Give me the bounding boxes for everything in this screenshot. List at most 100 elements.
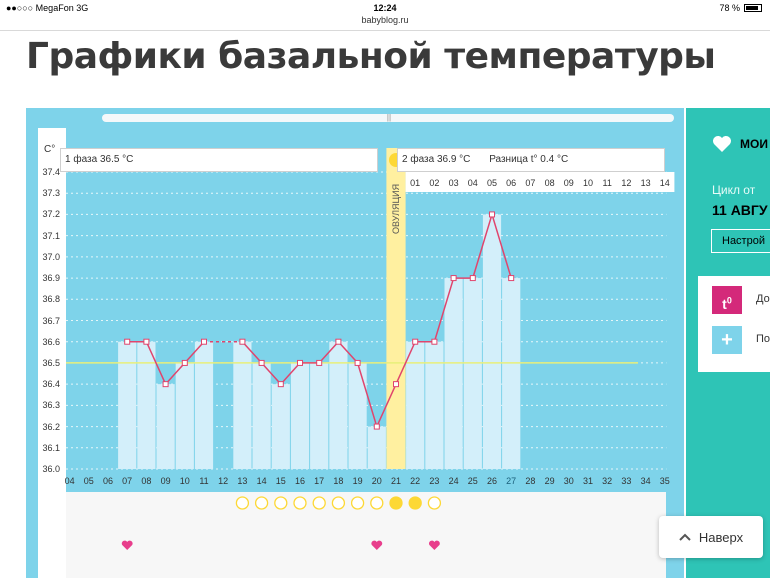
carrier-label: ●●○○○ MegaFon 3G xyxy=(6,3,89,13)
x-tick-label[interactable]: 21 xyxy=(390,476,402,486)
mood-circle xyxy=(389,496,403,510)
x-tick-label[interactable]: 30 xyxy=(563,476,574,486)
y-tick-label: 36.0 xyxy=(42,464,60,474)
x-tick-label[interactable]: 05 xyxy=(83,476,94,486)
cycle-day-label: 10 xyxy=(582,178,594,188)
cycle-day-label: 05 xyxy=(486,178,498,188)
add-entry-label[interactable]: По xyxy=(756,333,770,345)
chevron-up-icon xyxy=(679,533,691,541)
temperature-bar xyxy=(118,341,137,469)
x-tick-label[interactable]: 26 xyxy=(486,476,498,486)
y-axis-unit: C° xyxy=(44,144,56,155)
temperature-bar xyxy=(271,384,290,469)
cycle-day-label: 12 xyxy=(621,178,632,188)
temperature-bar xyxy=(233,341,252,469)
temperature-bar xyxy=(137,341,156,469)
x-tick-label[interactable]: 12 xyxy=(218,476,229,486)
x-tick-label[interactable]: 07 xyxy=(122,476,133,486)
temperature-bar xyxy=(194,341,214,469)
x-tick-label[interactable]: 24 xyxy=(448,476,459,486)
x-tick-label[interactable]: 06 xyxy=(102,476,114,486)
temperature-bar xyxy=(310,362,329,469)
x-tick-label[interactable]: 11 xyxy=(199,476,209,486)
my-section-header[interactable]: МОИ xyxy=(712,135,768,153)
data-point xyxy=(469,275,476,282)
x-tick-label[interactable]: 35 xyxy=(659,476,670,486)
temperature-icon: t0 xyxy=(722,295,732,312)
x-tick-label[interactable]: 17 xyxy=(314,476,325,486)
heart-icon xyxy=(121,540,133,550)
data-point xyxy=(239,338,246,345)
heart-icon xyxy=(428,540,440,550)
page-title: Графики базальной температуры xyxy=(26,36,716,77)
x-tick-label[interactable]: 19 xyxy=(352,476,363,486)
chart-scrollbar[interactable] xyxy=(102,114,674,122)
x-tick-label[interactable]: 34 xyxy=(640,476,651,486)
x-tick-label[interactable]: 22 xyxy=(410,476,421,486)
data-point xyxy=(335,338,342,345)
ovulation-band xyxy=(386,148,406,469)
cycle-day-label: 03 xyxy=(448,178,459,188)
x-tick-label[interactable]: 25 xyxy=(467,476,478,486)
x-tick-label[interactable]: 33 xyxy=(621,476,632,486)
temperature-bar xyxy=(463,278,482,469)
add-entry-button[interactable]: + xyxy=(712,326,742,354)
temperature-bar xyxy=(290,362,310,469)
battery-percent: 78 % xyxy=(719,3,740,13)
temperature-bar xyxy=(406,341,425,469)
x-tick-label[interactable]: 04 xyxy=(64,476,75,486)
x-tick-label[interactable]: 13 xyxy=(237,476,248,486)
add-temperature-label[interactable]: До xyxy=(756,293,770,305)
data-point xyxy=(508,275,515,282)
data-point xyxy=(373,423,380,430)
x-tick-label[interactable]: 20 xyxy=(371,476,382,486)
mood-circle xyxy=(331,496,346,510)
x-tick-label[interactable]: 29 xyxy=(544,476,555,486)
x-tick-label[interactable]: 18 xyxy=(333,476,344,486)
data-point xyxy=(431,338,438,345)
x-tick-label[interactable]: 10 xyxy=(179,476,190,486)
mood-circle xyxy=(274,496,288,510)
scroll-to-top-label: Наверх xyxy=(698,529,744,545)
cycle-date: 11 АВГУ xyxy=(712,202,768,218)
y-tick-label: 36.1 xyxy=(42,442,60,453)
phase2-label: 2 фаза 36.9 °C xyxy=(402,154,471,165)
temperature-bar xyxy=(482,214,502,469)
data-point xyxy=(162,381,169,388)
address-bar[interactable]: babyblog.ru xyxy=(361,15,409,25)
mood-circle xyxy=(350,496,365,510)
setup-button[interactable]: Настрой xyxy=(711,229,770,253)
x-tick-label[interactable]: 28 xyxy=(525,476,536,486)
my-label: МОИ xyxy=(740,137,768,151)
x-tick-label[interactable]: 32 xyxy=(602,476,613,486)
x-tick-label[interactable]: 23 xyxy=(429,476,440,486)
status-bar: ●●○○○ MegaFon 3G 12:24 78 % xyxy=(0,0,770,16)
x-tick-label[interactable]: 15 xyxy=(275,476,286,486)
cycle-day-row xyxy=(405,172,675,192)
x-tick-label[interactable]: 08 xyxy=(141,476,152,486)
y-tick-label: 36.4 xyxy=(42,379,60,390)
x-tick-label-today[interactable]: 27 xyxy=(504,476,519,486)
ovulation-label: ОВУЛЯЦИЯ xyxy=(391,184,401,234)
y-tick-label: 36.5 xyxy=(42,357,60,368)
cycle-day-label: 02 xyxy=(429,178,440,188)
cycle-day-label: 11 xyxy=(602,178,612,188)
phase2-box: 2 фаза 36.9 °C Разница t° 0.4 °C xyxy=(397,148,665,172)
temperature-bar xyxy=(348,362,367,469)
y-tick-label: 36.2 xyxy=(42,421,60,432)
x-tick-label[interactable]: 31 xyxy=(582,476,594,486)
mood-circle xyxy=(312,496,326,510)
y-tick-label: 36.7 xyxy=(42,315,60,326)
mood-circle xyxy=(254,496,269,510)
x-tick-label[interactable]: 16 xyxy=(294,476,306,486)
scroll-to-top-button[interactable]: Наверх xyxy=(659,516,763,558)
x-tick-label[interactable]: 14 xyxy=(256,476,267,486)
data-point xyxy=(143,338,150,345)
temperature-bar xyxy=(156,384,175,469)
x-tick-label[interactable]: 09 xyxy=(160,476,171,486)
scroll-handle-icon[interactable]: || xyxy=(386,113,392,122)
add-temperature-button[interactable]: t0 xyxy=(712,286,742,314)
mood-circle xyxy=(370,496,384,510)
